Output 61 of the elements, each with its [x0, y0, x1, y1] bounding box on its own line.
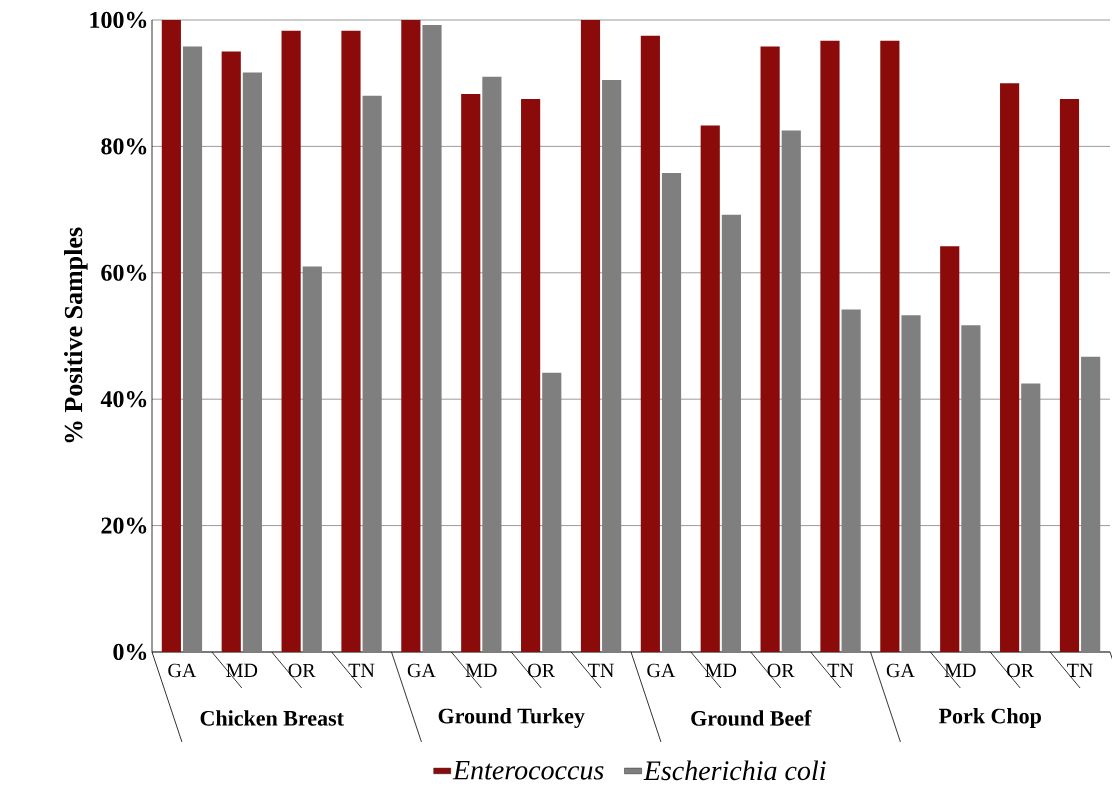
bar	[461, 93, 481, 652]
bar	[1081, 356, 1101, 652]
y-tick-label: 100%	[90, 11, 147, 29]
bar	[482, 76, 502, 652]
x-tick-label: GA	[168, 663, 197, 678]
bar	[781, 130, 801, 652]
bar	[1059, 98, 1080, 652]
y-axis-title: % Positive Samples	[64, 227, 88, 443]
legend-label: Escherichia coli	[643, 760, 826, 781]
bar	[602, 80, 622, 652]
x-tick-label: OR	[1007, 663, 1035, 678]
x-tick-label: TN	[588, 663, 614, 677]
x-tick-label: TN	[827, 663, 854, 677]
bar	[161, 19, 181, 652]
bar	[820, 40, 840, 652]
text: Chicken Breast	[200, 710, 344, 726]
text: Ground Beef	[691, 710, 812, 726]
y-tick-label: 0%	[113, 643, 147, 661]
bar	[281, 30, 301, 652]
bar	[221, 51, 241, 652]
bar	[940, 246, 960, 652]
bar	[1000, 83, 1020, 652]
y-tick-label: 60%	[101, 264, 147, 281]
bar	[880, 40, 900, 652]
text: Ground Turkey	[438, 707, 585, 728]
bar	[341, 30, 361, 652]
bar	[700, 125, 720, 652]
x-tick-label: GA	[647, 663, 676, 678]
x-tick-label: OR	[767, 663, 795, 678]
bar	[542, 372, 562, 652]
bar	[521, 98, 541, 652]
x-tick-label: TN	[1067, 663, 1093, 677]
bar	[422, 25, 442, 652]
x-tick-label: OR	[288, 663, 316, 678]
bar	[760, 46, 780, 652]
bar	[961, 325, 981, 652]
x-tick-label: MD	[705, 663, 737, 677]
bar	[640, 35, 660, 652]
x-tick-label: MD	[226, 663, 258, 677]
x-tick-label: GA	[407, 663, 436, 678]
x-tick-label: MD	[465, 663, 497, 677]
bar	[302, 266, 322, 652]
bar	[580, 19, 601, 652]
bar	[401, 19, 421, 652]
bar	[242, 72, 262, 652]
bar	[901, 315, 921, 652]
y-tick-label: 40%	[100, 391, 147, 408]
bar	[841, 309, 861, 652]
bar	[362, 95, 382, 652]
text: Pork Chop	[938, 708, 1041, 728]
bar	[661, 172, 682, 652]
legend-label: Enterococcus	[452, 761, 604, 780]
y-tick-label: 80%	[101, 138, 147, 155]
bar	[721, 214, 741, 652]
x-tick-label: OR	[528, 663, 556, 678]
x-tick-label: TN	[348, 663, 375, 677]
x-tick-label: GA	[886, 663, 915, 678]
bar	[1021, 383, 1041, 652]
bar	[182, 46, 203, 652]
y-tick-label: 20%	[101, 517, 147, 534]
x-tick-label: MD	[944, 663, 976, 677]
